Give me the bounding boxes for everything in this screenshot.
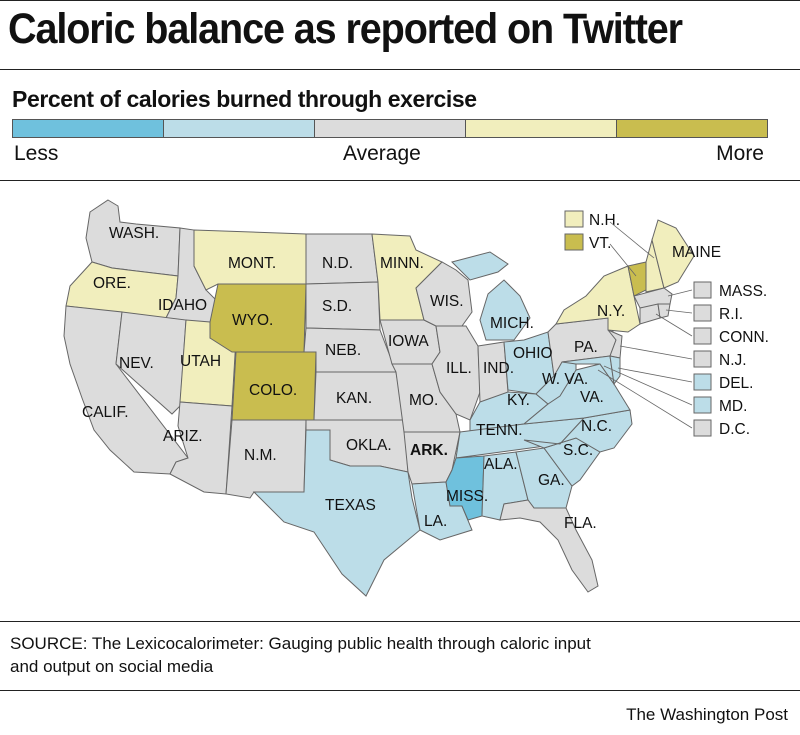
label-la: LA. (424, 513, 447, 530)
label-nd: N.D. (322, 255, 353, 272)
small-state-swatch-nj (693, 350, 712, 368)
state-tx (252, 429, 421, 597)
label-sc: S.C. (563, 442, 593, 459)
label-sd: S.D. (322, 298, 352, 315)
label-nv: NEV. (119, 355, 154, 372)
label-fl: FLA. (564, 515, 597, 532)
label-mi: MICH. (490, 315, 534, 332)
label-ny: N.Y. (597, 303, 625, 320)
state-ct (639, 303, 661, 325)
state-il (431, 325, 481, 421)
callout-label-vt: VT. (589, 235, 611, 252)
small-state-label-ma: MASS. (719, 283, 767, 300)
label-ne: NEB. (325, 342, 361, 359)
map-subtitle: Percent of calories burned through exerc… (12, 86, 477, 112)
label-in: IND. (483, 360, 514, 377)
state-nc (523, 409, 633, 453)
label-tn: TENN. (476, 422, 523, 439)
label-il: ILL. (446, 360, 472, 377)
label-wi: WIS. (430, 293, 464, 310)
label-az: ARIZ. (163, 428, 203, 445)
map-title: Caloric balance as reported on Twitter (8, 5, 683, 53)
label-ia: IOWA (388, 333, 429, 350)
label-ca: CALIF. (82, 404, 129, 421)
us-map: WASH. ORE. CALIF. IDAHO NEV. UTAH ARIZ. … (0, 186, 800, 620)
label-tx: TEXAS (325, 497, 376, 514)
source-note: SOURCE: The Lexicocalorimeter: Gauging p… (10, 634, 591, 676)
state-fl (499, 499, 599, 593)
state-mi (451, 251, 531, 341)
small-state-swatch-md (693, 396, 712, 414)
label-or: ORE. (93, 275, 131, 292)
label-ms: MISS. (446, 488, 488, 505)
color-legend (12, 119, 768, 138)
state-va (522, 363, 631, 425)
small-state-swatch-ri (693, 304, 712, 322)
legend-swatch-average (314, 119, 466, 138)
credit-rule (0, 690, 800, 691)
small-state-label-dc: D.C. (719, 421, 750, 438)
legend-label-more: More (716, 142, 764, 165)
small-state-swatch-ct (693, 327, 712, 345)
state-az (169, 401, 233, 495)
label-ok: OKLA. (346, 437, 392, 454)
label-mt: MONT. (228, 255, 276, 272)
label-ks: KAN. (336, 390, 372, 407)
label-nc: N.C. (581, 418, 612, 435)
state-de (609, 355, 621, 386)
legend-swatch-somewhat-less (163, 119, 315, 138)
leader-line-nh (609, 221, 655, 259)
legend-swatch-somewhat-more (465, 119, 617, 138)
label-mo: MO. (409, 392, 438, 409)
top-rule (0, 0, 800, 1)
label-ut: UTAH (180, 353, 221, 370)
label-ga: GA. (538, 472, 565, 489)
small-state-swatch-ma (693, 281, 712, 299)
small-state-swatch-dc (693, 419, 712, 437)
small-state-label-nj: N.J. (719, 352, 747, 369)
state-wi (415, 261, 473, 327)
label-ky: KY. (507, 392, 530, 409)
label-nm: N.M. (244, 447, 277, 464)
state-md (561, 355, 615, 385)
leader-line-vt (609, 243, 637, 277)
label-wv: W. VA. (542, 371, 588, 388)
callout-label-nh: N.H. (589, 212, 620, 229)
label-al: ALA. (484, 456, 518, 473)
label-va: VA. (580, 389, 604, 406)
label-pa: PA. (574, 339, 598, 356)
credit-line: The Washington Post (626, 705, 788, 724)
legend-swatch-more (616, 119, 768, 138)
small-state-swatch-de (693, 373, 712, 391)
callout-swatch-nh (564, 210, 584, 228)
small-state-label-ri: R.I. (719, 306, 743, 323)
label-wy: WYO. (232, 312, 273, 329)
legend-label-less: Less (14, 142, 59, 165)
label-oh: OHIO (513, 345, 553, 362)
legend-label-average: Average (343, 142, 421, 165)
label-mn: MINN. (380, 255, 424, 272)
callout-swatch-vt (564, 233, 584, 251)
label-ar: ARK. (410, 442, 448, 459)
small-state-leader-lines (597, 289, 693, 429)
title-rule (0, 69, 800, 70)
small-state-label-ct: CONN. (719, 329, 769, 346)
small-state-label-de: DEL. (719, 375, 753, 392)
state-ma (633, 287, 673, 309)
label-id: IDAHO (158, 297, 207, 314)
label-co: COLO. (249, 382, 297, 399)
label-me: MAINE (672, 244, 721, 261)
source-rule (0, 621, 800, 622)
label-wa: WASH. (109, 225, 159, 242)
state-ri (657, 303, 671, 319)
state-nv (115, 311, 187, 415)
legend-swatch-less (12, 119, 164, 138)
legend-rule (0, 180, 800, 181)
small-state-label-md: MD. (719, 398, 747, 415)
